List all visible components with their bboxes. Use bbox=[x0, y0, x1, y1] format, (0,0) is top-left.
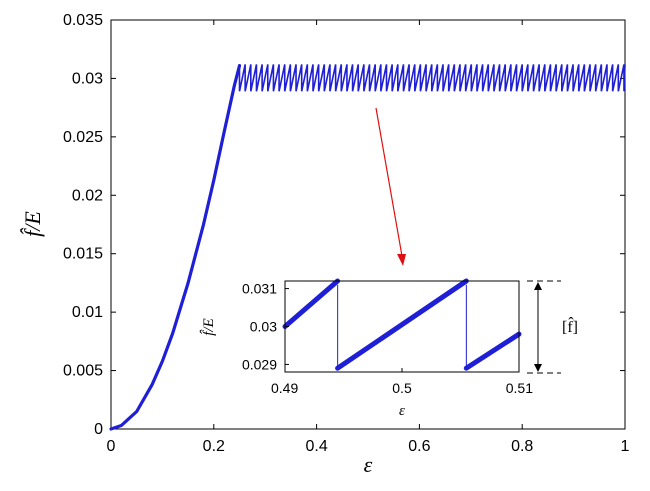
x-tick-label: 0.2 bbox=[203, 438, 225, 455]
inset-x-tick-label: 0.5 bbox=[392, 380, 412, 396]
y-tick-label: 0.035 bbox=[63, 12, 103, 29]
x-tick-label: 0.8 bbox=[511, 438, 533, 455]
main-series bbox=[109, 63, 626, 431]
inset-y-axis-title: f̂/E bbox=[200, 318, 217, 336]
y-tick-label: 0.03 bbox=[72, 70, 103, 87]
x-tick-label: 0 bbox=[107, 438, 116, 455]
x-tick-label: 0.4 bbox=[305, 438, 327, 455]
inset-x-tick-label: 0.51 bbox=[506, 380, 533, 396]
main-ticks: 0 0.2 0.4 0.6 0.8 1 0 0.005 0.01 0.015 0.02 0.025 0.… bbox=[63, 12, 630, 455]
range-bracket: [f̂] bbox=[527, 280, 578, 374]
inset-series bbox=[282, 278, 522, 371]
inset-y-tick-label: 0.03 bbox=[250, 319, 277, 335]
x-axis-title: ε bbox=[364, 452, 373, 477]
y-tick-label: 0 bbox=[94, 421, 103, 438]
inset-ticks: 0.49 0.5 0.51 0.029 0.03 0.031 bbox=[242, 281, 533, 396]
series-line-rising bbox=[109, 63, 242, 431]
inset-segment bbox=[282, 278, 341, 329]
inset-x-axis-title: ε bbox=[399, 403, 405, 419]
inset-x-tick-label: 0.49 bbox=[271, 380, 298, 396]
x-tick-label: 1 bbox=[621, 438, 630, 455]
bracket-label: [f̂] bbox=[562, 316, 578, 336]
inset-y-tick-label: 0.031 bbox=[242, 281, 277, 297]
y-tick-label: 0.005 bbox=[63, 363, 103, 380]
y-tick-label: 0.01 bbox=[72, 304, 103, 321]
series-line-sawtooth bbox=[238, 64, 626, 92]
y-tick-label: 0.015 bbox=[63, 246, 103, 263]
y-tick-label: 0.02 bbox=[72, 187, 103, 204]
zoom-arrow bbox=[375, 107, 406, 266]
x-tick-label: 0.6 bbox=[408, 438, 430, 455]
y-tick-label: 0.025 bbox=[63, 129, 103, 146]
inset-y-tick-label: 0.029 bbox=[242, 356, 277, 372]
main-plot-frame bbox=[110, 19, 626, 430]
inset-segment bbox=[335, 278, 469, 371]
inset-segment bbox=[463, 331, 522, 371]
y-axis-title: f̂/E bbox=[20, 211, 45, 237]
